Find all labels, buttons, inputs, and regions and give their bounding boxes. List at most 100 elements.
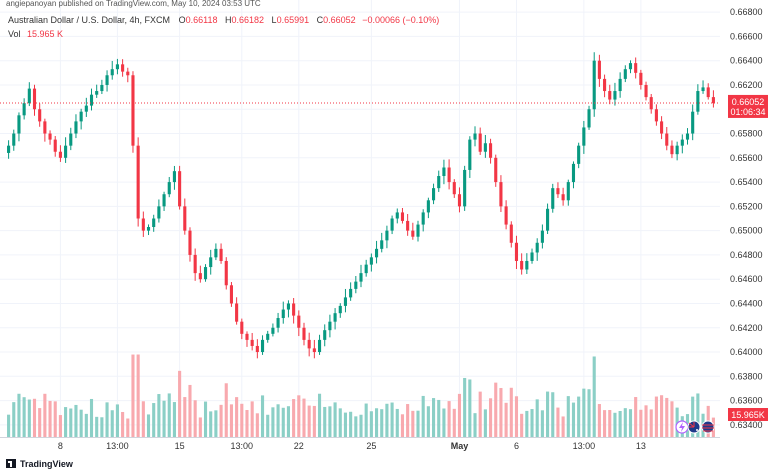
candle-body[interactable] [121,64,125,72]
candle-body[interactable] [131,75,135,146]
candle-body[interactable] [312,348,316,353]
candle-body[interactable] [571,163,576,183]
candle-body[interactable] [255,345,259,353]
candle-body[interactable] [634,63,638,73]
candle-body[interactable] [22,103,26,116]
candle-body[interactable] [79,111,83,122]
candle-body[interactable] [157,206,161,219]
candle-body[interactable] [618,78,622,92]
candle-body[interactable] [587,109,591,128]
candle-body[interactable] [628,63,633,70]
candle-body[interactable] [706,87,710,98]
candle-body[interactable] [152,218,156,227]
candle-body[interactable] [639,72,643,85]
candle-body[interactable] [250,339,254,346]
candle-body[interactable] [374,248,379,258]
candle-body[interactable] [302,327,306,340]
candle-body[interactable] [535,242,539,253]
candle-body[interactable] [437,176,441,189]
candle-body[interactable] [178,171,182,207]
candle-body[interactable] [146,226,151,231]
candle-body[interactable] [354,281,358,289]
candle-body[interactable] [260,339,265,353]
candle-body[interactable] [597,60,601,79]
candle-body[interactable] [494,157,498,183]
candle-body[interactable] [7,145,11,153]
tradingview-logo-icon[interactable] [6,459,16,468]
x-axis[interactable]: 8 13:00 15 13:00 22 25 May 6 13:00 13 [58,441,646,451]
candle-body[interactable] [48,133,52,140]
candle-body[interactable] [343,297,348,306]
candle-body[interactable] [235,303,239,322]
candle-body[interactable] [478,133,482,152]
candle-body[interactable] [198,273,202,280]
candle-body[interactable] [696,91,700,112]
flag-australia-icon[interactable] [687,420,701,434]
candle-body[interactable] [359,273,363,282]
candle-body[interactable] [349,288,353,298]
candle-body[interactable] [126,71,130,76]
candle-body[interactable] [281,309,285,319]
flag-usa-icon[interactable] [701,420,715,434]
candle-body[interactable] [608,91,612,100]
candle-body[interactable] [675,145,679,155]
candle-body[interactable] [136,145,140,219]
candle-body[interactable] [447,167,451,183]
candle-body[interactable] [38,109,42,122]
candle-body[interactable] [452,182,456,195]
candle-body[interactable] [12,133,16,146]
candle-body[interactable] [69,133,73,146]
candle-body[interactable] [219,248,223,261]
candle-body[interactable] [411,230,415,237]
y-axis[interactable]: 0.668000.666000.664000.662000.660000.658… [730,7,763,430]
candle-body[interactable] [577,145,581,164]
candle-body[interactable] [32,88,37,110]
candle-body[interactable] [592,60,596,110]
candle-body[interactable] [457,194,462,207]
candle-body[interactable] [84,105,88,112]
candle-body[interactable] [297,315,301,328]
candle-body[interactable] [110,69,114,76]
candle-body[interactable] [266,333,270,340]
candle-body[interactable] [224,260,228,286]
candle-body[interactable] [582,127,586,146]
candle-body[interactable] [566,182,570,201]
candle-body[interactable] [323,330,327,340]
candle-body[interactable] [546,208,550,231]
candle-body[interactable] [603,78,607,92]
candle-body[interactable] [613,91,617,100]
volume-label[interactable]: Vol [8,29,21,39]
candle-body[interactable] [473,133,477,140]
candle-body[interactable] [665,133,669,146]
candle-body[interactable] [416,224,420,237]
candle-body[interactable] [203,267,208,280]
candle-body[interactable] [514,242,519,261]
candle-body[interactable] [680,139,684,146]
candle-body[interactable] [95,91,99,95]
candle-body[interactable] [406,220,410,231]
candle-body[interactable] [58,151,62,158]
candle-body[interactable] [317,339,322,353]
candle-body[interactable] [209,257,213,268]
candle-body[interactable] [338,305,342,314]
candle-body[interactable] [509,224,513,243]
candle-body[interactable] [504,206,508,225]
candle-body[interactable] [468,139,472,170]
candle-body[interactable] [670,145,674,155]
candle-body[interactable] [245,333,249,340]
candle-body[interactable] [276,318,280,328]
candle-body[interactable] [286,303,290,310]
candle-body[interactable] [188,230,192,255]
candle-body[interactable] [105,75,109,85]
candle-body[interactable] [654,109,658,122]
candle-body[interactable] [271,327,275,334]
candle-body[interactable] [214,248,218,258]
candle-body[interactable] [530,252,534,261]
candle-body[interactable] [400,212,405,221]
candle-body[interactable] [100,84,104,92]
candle-body[interactable] [27,88,31,104]
candle-body[interactable] [644,84,648,98]
candle-body[interactable] [691,111,695,134]
candle-body[interactable] [328,321,332,331]
